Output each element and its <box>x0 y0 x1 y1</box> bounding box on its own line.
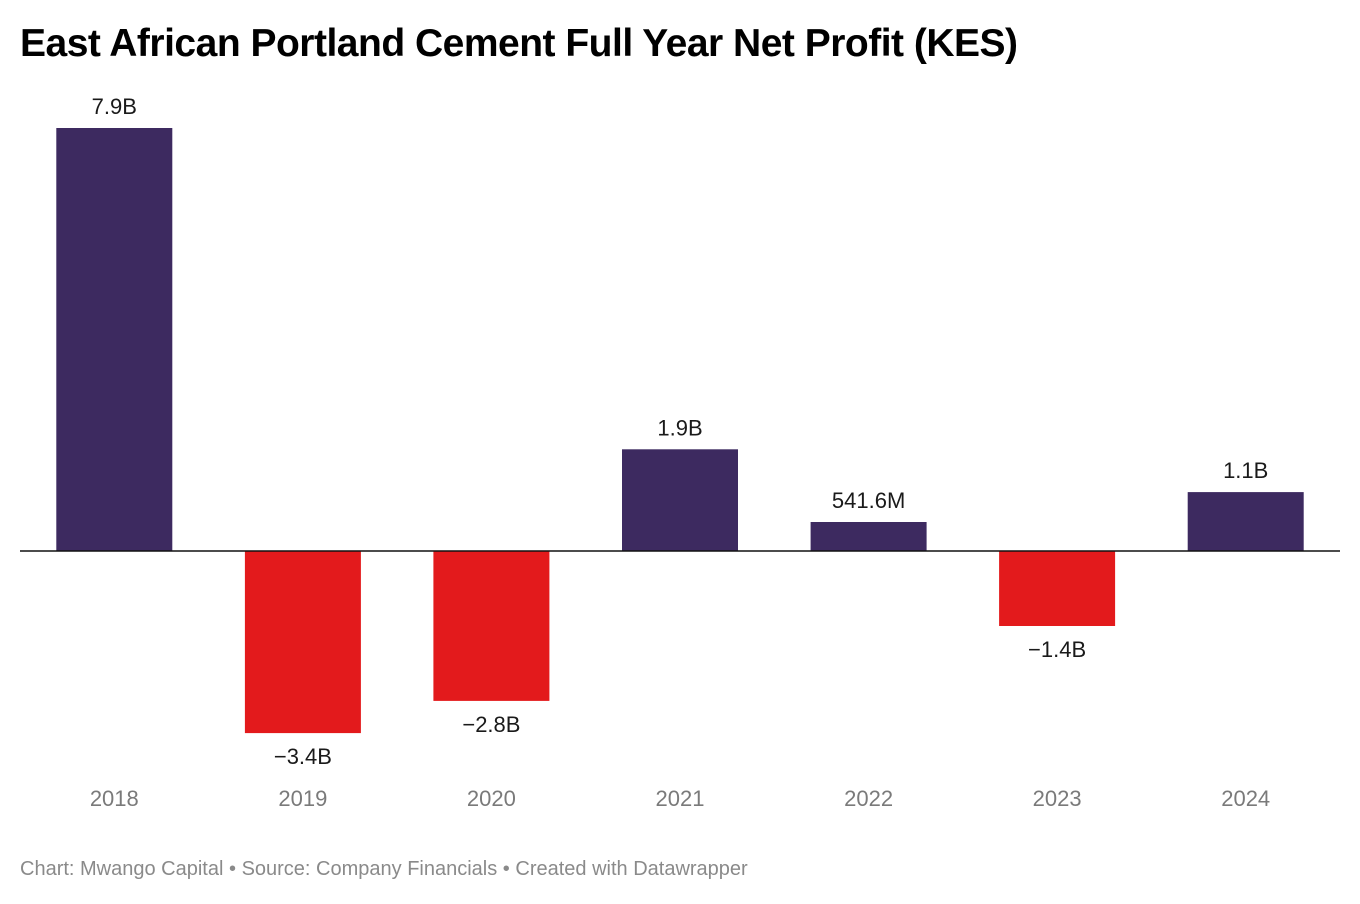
bar-2018 <box>56 128 173 551</box>
footer-chart-by: Chart: Mwango Capital <box>20 858 224 880</box>
footer-separator: • <box>223 858 242 880</box>
x-tick-label-2023: 2023 <box>1033 786 1082 811</box>
x-tick-label-2024: 2024 <box>1221 786 1270 811</box>
x-tick-label-2018: 2018 <box>90 786 139 811</box>
chart-footer: Chart: Mwango Capital • Source: Company … <box>20 858 748 881</box>
x-tick-label-2022: 2022 <box>844 786 893 811</box>
chart-title: East African Portland Cement Full Year N… <box>20 22 1018 65</box>
footer-created-with: Created with Datawrapper <box>515 858 748 880</box>
value-label-2022: 541.6M <box>832 488 905 513</box>
value-label-2020: −2.8B <box>462 712 520 737</box>
x-tick-label-2020: 2020 <box>467 786 516 811</box>
value-label-2023: −1.4B <box>1028 637 1086 662</box>
value-label-2024: 1.1B <box>1223 458 1268 483</box>
x-tick-label-2019: 2019 <box>278 786 327 811</box>
x-axis-ticks: 2018 2019 2020 2021 2022 2023 2024 <box>90 786 1270 811</box>
bar-2022 <box>810 522 927 551</box>
bar-2024 <box>1187 492 1304 551</box>
value-label-2018: 7.9B <box>92 94 137 119</box>
x-tick-label-2021: 2021 <box>656 786 705 811</box>
bar-2019 <box>244 551 361 734</box>
value-label-2021: 1.9B <box>657 415 702 440</box>
footer-separator: • <box>497 858 516 880</box>
bar-2023 <box>999 551 1116 626</box>
bar-2020 <box>433 551 550 701</box>
value-labels-group: 7.9B −3.4B −2.8B 1.9B 541.6M −1.4B 1.1B <box>92 94 1269 769</box>
footer-source: Source: Company Financials <box>241 858 498 880</box>
value-label-2019: −3.4B <box>274 744 332 769</box>
bar-2021 <box>622 449 738 551</box>
bars-group <box>56 128 1304 734</box>
